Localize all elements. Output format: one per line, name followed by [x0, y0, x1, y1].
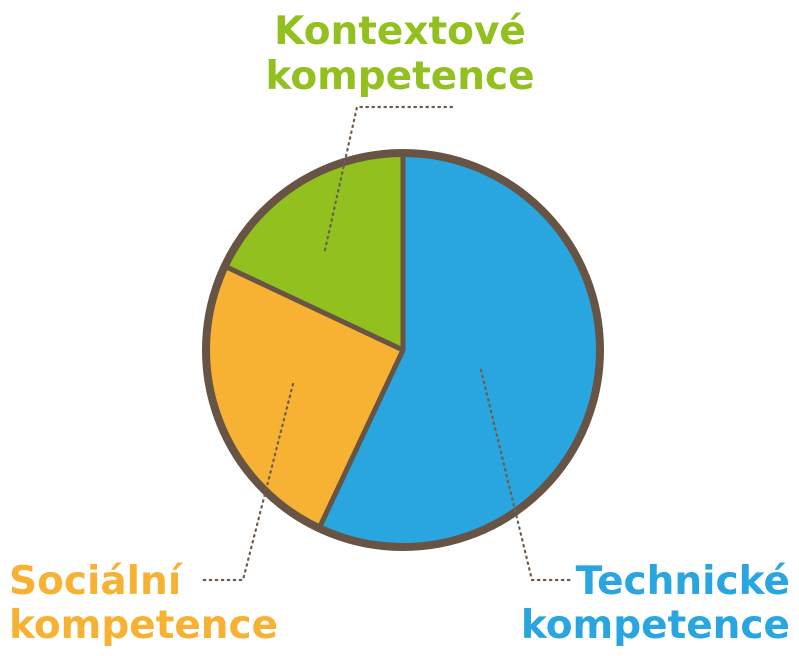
leader-line-kontextove	[323, 105, 454, 252]
pie-slices	[203, 150, 603, 550]
leader-line-socialni	[198, 382, 295, 582]
slice-label-socialni: Sociální kompetence	[9, 559, 278, 648]
slice-label-kontextove: Kontextové kompetence	[265, 9, 534, 99]
leader-line-technicke	[479, 368, 573, 582]
slice-label-technicke: Technické kompetence	[521, 559, 790, 648]
slice-label-line: kompetence	[265, 54, 534, 99]
pie-outline	[202, 149, 604, 551]
slice-label-line: Sociální	[9, 559, 184, 604]
slice-label-line: Kontextové	[274, 9, 526, 54]
slice-label-line: kompetence	[521, 603, 790, 648]
slice-label-line: kompetence	[9, 603, 278, 648]
slice-label-line: Technické	[576, 559, 790, 604]
